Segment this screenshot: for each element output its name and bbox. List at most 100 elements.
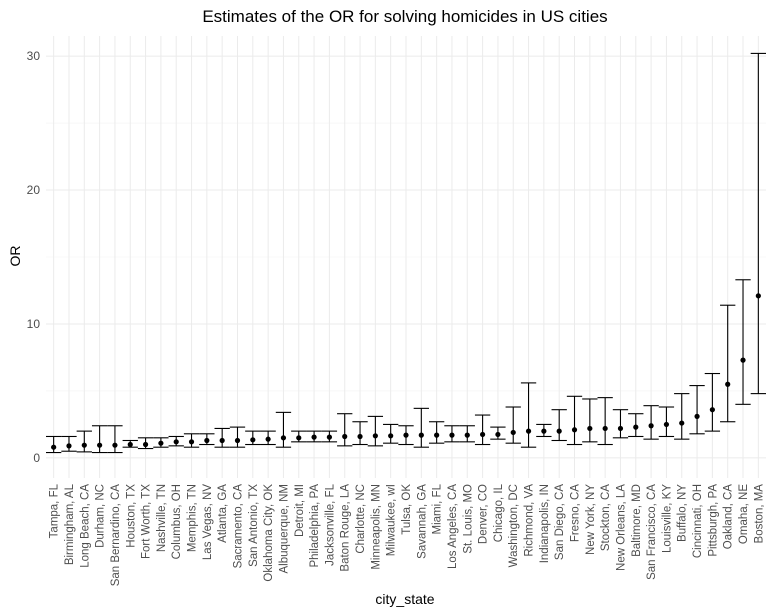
estimate-point <box>694 413 700 419</box>
estimate-point <box>142 441 149 448</box>
estimate-point <box>541 428 547 434</box>
x-tick-label: Oakland, CA <box>723 484 735 550</box>
chart-marks <box>46 52 766 454</box>
x-tick-label: Long Beach, CA <box>79 484 91 568</box>
y-axis-title: OR <box>7 246 23 267</box>
estimate-point <box>525 428 532 434</box>
x-tick-label: Baltimore, MD <box>631 484 643 557</box>
estimate-point <box>648 423 654 429</box>
estimate-point <box>709 407 715 413</box>
x-tick-label: Durham, NC <box>95 484 107 548</box>
estimate-point <box>449 432 455 438</box>
y-tick-label: 20 <box>27 183 41 197</box>
x-tick-label: Tulsa, OK <box>401 484 413 535</box>
estimate-point <box>464 432 470 438</box>
estimate-point <box>311 434 317 440</box>
estimate-point <box>97 442 103 448</box>
x-tick-label: Memphis, TN <box>187 484 199 552</box>
x-tick-label: Oklahoma City, OK <box>263 484 275 582</box>
x-axis-ticks: Tampa, FL Birmingham, AL Long Beach, CA Dur… <box>49 483 766 586</box>
estimate-point <box>602 425 608 432</box>
x-tick-label: San Francisco, CA <box>646 484 658 580</box>
estimate-point <box>434 432 440 438</box>
x-tick-label: Pittsburgh, PA <box>707 484 719 557</box>
x-tick-label: Boston, MA <box>753 484 765 544</box>
x-tick-label: Charlotte, NC <box>355 484 367 554</box>
x-tick-label: San Bernardino, CA <box>110 484 122 587</box>
estimate-point <box>326 434 333 440</box>
estimate-point <box>587 425 593 432</box>
grid-lines <box>46 36 766 478</box>
estimate-point <box>265 436 271 442</box>
x-tick-label: Jacksonville, FL <box>324 483 336 565</box>
x-tick-label: Fort Worth, TX <box>141 484 153 559</box>
estimate-point <box>219 437 225 444</box>
x-tick-label: Washington, DC <box>508 484 520 567</box>
x-tick-label: Baton Rouge, LA <box>340 484 352 572</box>
estimate-point <box>388 433 394 439</box>
estimate-point <box>679 420 685 426</box>
x-tick-label: Milwaukee, wI <box>386 484 398 556</box>
estimate-point <box>740 357 746 363</box>
x-tick-label: Albuquerque, NM <box>278 484 290 574</box>
estimate-point <box>173 439 179 445</box>
x-tick-label: Houston, TX <box>125 484 137 548</box>
estimate-point <box>617 425 624 432</box>
y-tick-label: 10 <box>27 317 41 331</box>
estimate-point <box>158 440 164 446</box>
y-tick-label: 0 <box>33 451 40 465</box>
x-tick-label: Omaha, NE <box>738 484 750 544</box>
estimate-point <box>342 433 348 440</box>
x-tick-label: Cincinnati, OH <box>692 484 704 558</box>
x-tick-label: Stockton, CA <box>600 484 612 551</box>
y-axis-ticks: 0 10 20 30 <box>27 49 41 465</box>
x-tick-label: Denver, CO <box>478 484 490 544</box>
x-tick-label: Richmond, VA <box>524 484 536 557</box>
estimate-point <box>66 443 72 449</box>
estimate-point <box>127 441 133 448</box>
x-tick-label: San Diego, CA <box>554 484 566 560</box>
estimate-point <box>510 429 516 436</box>
x-tick-label: Nashville, TN <box>156 484 168 552</box>
x-tick-label: Savannah, GA <box>416 484 428 559</box>
x-tick-label: Philadelphia, PA <box>309 484 321 568</box>
estimate-point <box>403 432 409 438</box>
estimate-point <box>234 437 241 444</box>
estimate-point <box>725 381 731 387</box>
estimate-point <box>556 428 562 434</box>
estimate-point <box>51 444 57 450</box>
estimate-point <box>112 442 118 448</box>
estimate-point <box>204 437 210 444</box>
estimate-point <box>479 431 486 438</box>
x-tick-label: Birmingham, AL <box>64 483 76 565</box>
x-tick-label: Las Vegas, NV <box>202 484 214 560</box>
estimate-point <box>418 432 424 438</box>
x-tick-label: New Orleans, LA <box>615 484 627 571</box>
x-tick-label: Louisville, KY <box>661 484 673 553</box>
estimate-point <box>571 427 578 433</box>
x-tick-label: Columbus, OH <box>171 484 183 559</box>
x-tick-label: Chicago, IL <box>493 483 505 542</box>
x-tick-label: Detroit, MI <box>294 484 306 537</box>
x-tick-label: Minneapolis, MN <box>370 484 382 570</box>
estimate-point <box>663 421 670 428</box>
x-tick-label: Atlanta, GA <box>217 484 229 543</box>
x-axis-title: city_state <box>375 591 434 607</box>
x-tick-label: Sacramento, CA <box>232 484 244 569</box>
y-tick-label: 30 <box>27 49 41 63</box>
estimate-point <box>81 442 87 448</box>
x-tick-label: Fresno, CA <box>570 484 582 542</box>
estimate-point <box>755 293 761 299</box>
x-tick-label: Miami, FL <box>432 483 444 534</box>
estimate-point <box>357 433 363 440</box>
estimate-point <box>280 435 287 441</box>
estimate-point <box>495 431 501 438</box>
x-tick-label: Tampa, FL <box>49 483 61 538</box>
estimate-point <box>188 439 195 445</box>
estimate-point <box>633 424 639 430</box>
estimate-point <box>372 433 378 439</box>
estimate-point <box>296 435 302 441</box>
x-tick-label: New York, NY <box>585 484 597 555</box>
x-tick-label: Indianapolis, IN <box>539 484 551 563</box>
